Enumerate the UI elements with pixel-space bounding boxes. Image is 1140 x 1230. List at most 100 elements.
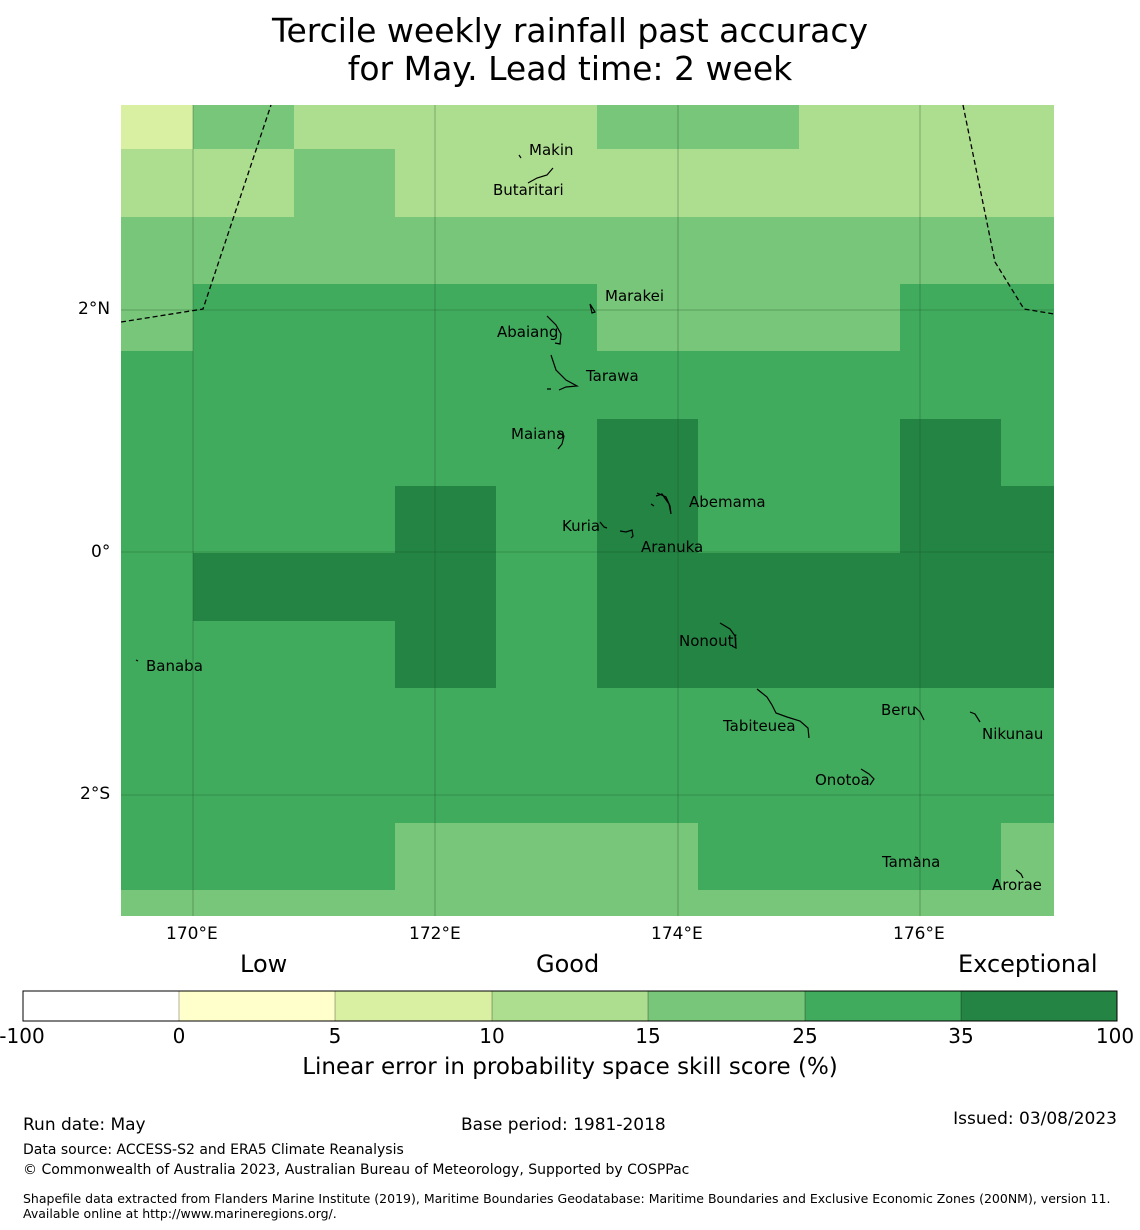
grid-cell [597, 553, 1054, 621]
colorbar-segment [179, 991, 335, 1021]
lon-label-176e: 176°E [893, 924, 945, 944]
grid-cell [121, 419, 597, 486]
colorbar-tick: -100 [0, 1024, 45, 1048]
grid-cell [121, 553, 193, 621]
island-shape-nikunau [969, 711, 981, 723]
grid-cell [900, 419, 1001, 486]
grid-cell [496, 553, 597, 621]
skill-grid [121, 105, 1054, 916]
grid-cell [121, 351, 1054, 419]
base-period: Base period: 1981-2018 [461, 1115, 666, 1135]
grid-cell [121, 105, 193, 149]
data-source: Data source: ACCESS-S2 and ERA5 Climate … [23, 1142, 404, 1158]
island-label-nonouti: Nonouti [679, 632, 738, 650]
grid-cell [698, 419, 900, 486]
colorbar-tick: 10 [479, 1024, 505, 1048]
colorbar-segment [23, 991, 179, 1021]
copyright: © Commonwealth of Australia 2023, Austra… [23, 1162, 690, 1178]
grid-cell [193, 284, 597, 351]
eez-boundaries [120, 104, 1055, 323]
island-outlines [135, 154, 1024, 879]
island-label-nikunau: Nikunau [982, 725, 1044, 743]
island-shape-makin [518, 154, 554, 184]
lat-label-2s: 2°S [80, 784, 111, 804]
grid-cell [121, 823, 395, 890]
eez-boundary-east [962, 104, 1055, 315]
grid-cell [597, 621, 1054, 688]
grid-cell [496, 621, 597, 688]
grid-cell [395, 149, 1054, 217]
grid-cell [121, 217, 1054, 284]
colorbar-segment [492, 991, 648, 1021]
grid-cell [597, 419, 698, 486]
grid-cell [121, 621, 395, 688]
grid-cell [193, 105, 294, 149]
grid-cell [121, 486, 395, 553]
island-label-onotoa: Onotoa [815, 771, 870, 789]
island-shape-abaiang [546, 315, 562, 345]
colorbar-outline [22, 990, 1118, 1022]
colorbar-label: Linear error in probability space skill … [302, 1054, 838, 1080]
issued-date: Issued: 03/08/2023 [953, 1109, 1117, 1129]
island-shape-tabiteuea [756, 688, 810, 739]
chart-title-line1: Tercile weekly rainfall past accuracy [271, 11, 869, 50]
grid-cell [597, 284, 900, 351]
island-shape-tamana [914, 856, 919, 859]
grid-cell [395, 823, 698, 890]
island-shape-marakei [589, 303, 596, 314]
grid-cell [900, 486, 1054, 553]
grid-cell [900, 284, 1054, 351]
grid-cell [395, 621, 496, 688]
colorbar-tick: 5 [328, 1024, 342, 1048]
eez-boundary-west [120, 104, 272, 323]
island-label-arorae: Arorae [992, 876, 1042, 894]
colorbar-tick: 15 [635, 1024, 661, 1048]
grid-cell [294, 149, 395, 217]
grid-cell [294, 105, 597, 149]
grid-cell [1001, 419, 1054, 486]
island-label-beru: Beru [881, 701, 917, 719]
shapefile-credit: Shapefile data extracted from Flanders M… [23, 1191, 1111, 1221]
island-shape-aranuka [619, 529, 634, 539]
grid-cell [597, 486, 698, 553]
island-shape-kuria [599, 521, 608, 529]
colorbar-segment [805, 991, 961, 1021]
island-shape-tarawa [547, 354, 580, 391]
island-label-abemama: Abemama [689, 493, 766, 511]
colorbar-segment [335, 991, 492, 1021]
category-label-good: Good [536, 950, 600, 978]
colorbar [22, 990, 1118, 1022]
colorbar-tick: 100 [1095, 1024, 1135, 1048]
category-label-low: Low [240, 950, 288, 978]
island-shape-banaba [135, 659, 139, 662]
colorbar-tick: 25 [792, 1024, 818, 1048]
island-label-kuria: Kuria [562, 517, 601, 535]
chart-title-line2: for May. Lead time: 2 week [347, 49, 793, 88]
island-label-maiana: Maiana [511, 425, 566, 443]
grid-cell [597, 105, 799, 149]
grid-cell [121, 755, 1054, 823]
island-label-tamana: Tamana [882, 853, 941, 871]
island-shape-arorae [1015, 869, 1024, 879]
graticule [121, 105, 1054, 916]
run-date: Run date: May [23, 1115, 146, 1135]
island-label-makin: Makin [529, 141, 574, 159]
grid-cell [395, 486, 496, 553]
grid-cell [799, 105, 1054, 149]
grid-cell [193, 553, 496, 621]
island-label-tabiteuea: Tabiteuea [723, 717, 796, 735]
lon-label-172e: 172°E [409, 924, 461, 944]
grid-cell [121, 284, 193, 351]
island-label-butaritari: Butaritari [493, 181, 564, 199]
island-label-abaiang: Abaiang [497, 323, 559, 341]
grid-cell [698, 486, 900, 553]
grid-cell [698, 823, 1001, 890]
colorbar-tick: 0 [172, 1024, 186, 1048]
category-label-exceptional: Exceptional [958, 950, 1098, 978]
grid-cell [121, 149, 294, 217]
island-shape-maiana [557, 431, 565, 450]
island-label-tarawa: Tarawa [586, 367, 639, 385]
island-label-aranuka: Aranuka [641, 538, 704, 556]
lon-label-170e: 170°E [166, 924, 218, 944]
